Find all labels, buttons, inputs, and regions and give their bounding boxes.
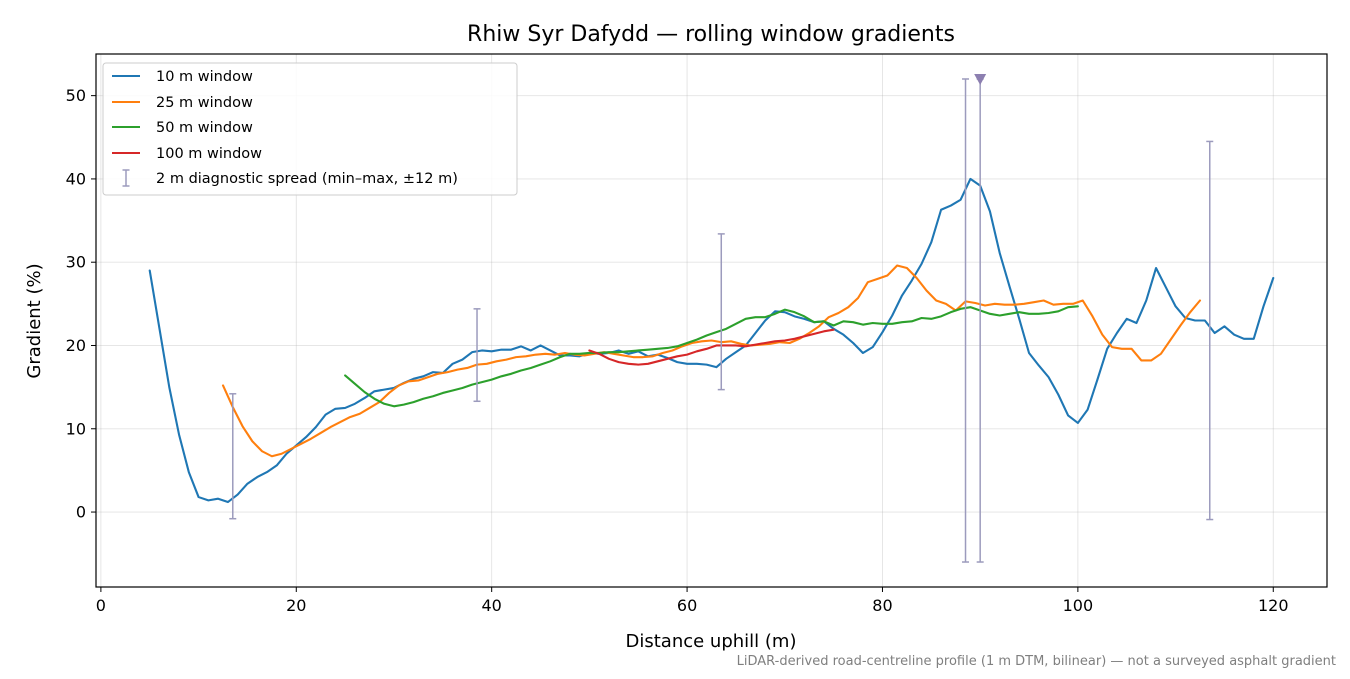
series-line-1 (148, 177, 1275, 504)
x-tick-label: 40 (481, 596, 501, 615)
y-tick-label: 10 (66, 419, 86, 438)
y-axis-label: Gradient (%) (24, 263, 45, 378)
legend-label-4: 100 m window (156, 146, 262, 162)
y-tick-label: 0 (76, 503, 86, 522)
legend-label-spread: 2 m diagnostic spread (min–max, ±12 m) (156, 171, 458, 187)
tick-layer: 0 20 40 60 80 100 120 0 10 20 30 40 50 (66, 86, 1289, 615)
legend-label-2: 25 m window (156, 95, 253, 111)
series-line-2 (221, 264, 1202, 458)
x-axis-label: Distance uphill (m) (626, 631, 797, 652)
x-tick-label: 100 (1063, 596, 1094, 615)
legend-label-1: 10 m window (156, 69, 253, 85)
y-tick-label: 30 (66, 253, 86, 272)
spread-layer (229, 74, 1214, 563)
plot-frame (95, 53, 1328, 588)
series-line-3 (344, 305, 1079, 408)
legend: 10 m window 25 m window 50 m window 100 m w… (102, 62, 518, 196)
x-tick-label: 20 (286, 596, 306, 615)
x-tick-label: 80 (872, 596, 892, 615)
y-tick-label: 20 (66, 336, 86, 355)
y-tick-label: 50 (66, 86, 86, 105)
legend-label-3: 50 m window (156, 120, 253, 136)
footnote: LiDAR-derived road-centreline profile (1… (737, 654, 1336, 669)
x-tick-label: 60 (677, 596, 697, 615)
x-tick-label: 0 (96, 596, 106, 615)
clipped-marker (974, 74, 987, 85)
legend-box (102, 62, 518, 196)
series-layer (148, 177, 1275, 504)
x-tick-label: 120 (1258, 596, 1289, 615)
chart-title: Rhiw Syr Dafydd — rolling window gradien… (467, 22, 955, 47)
series-line-4 (588, 328, 835, 366)
y-tick-label: 40 (66, 169, 86, 188)
